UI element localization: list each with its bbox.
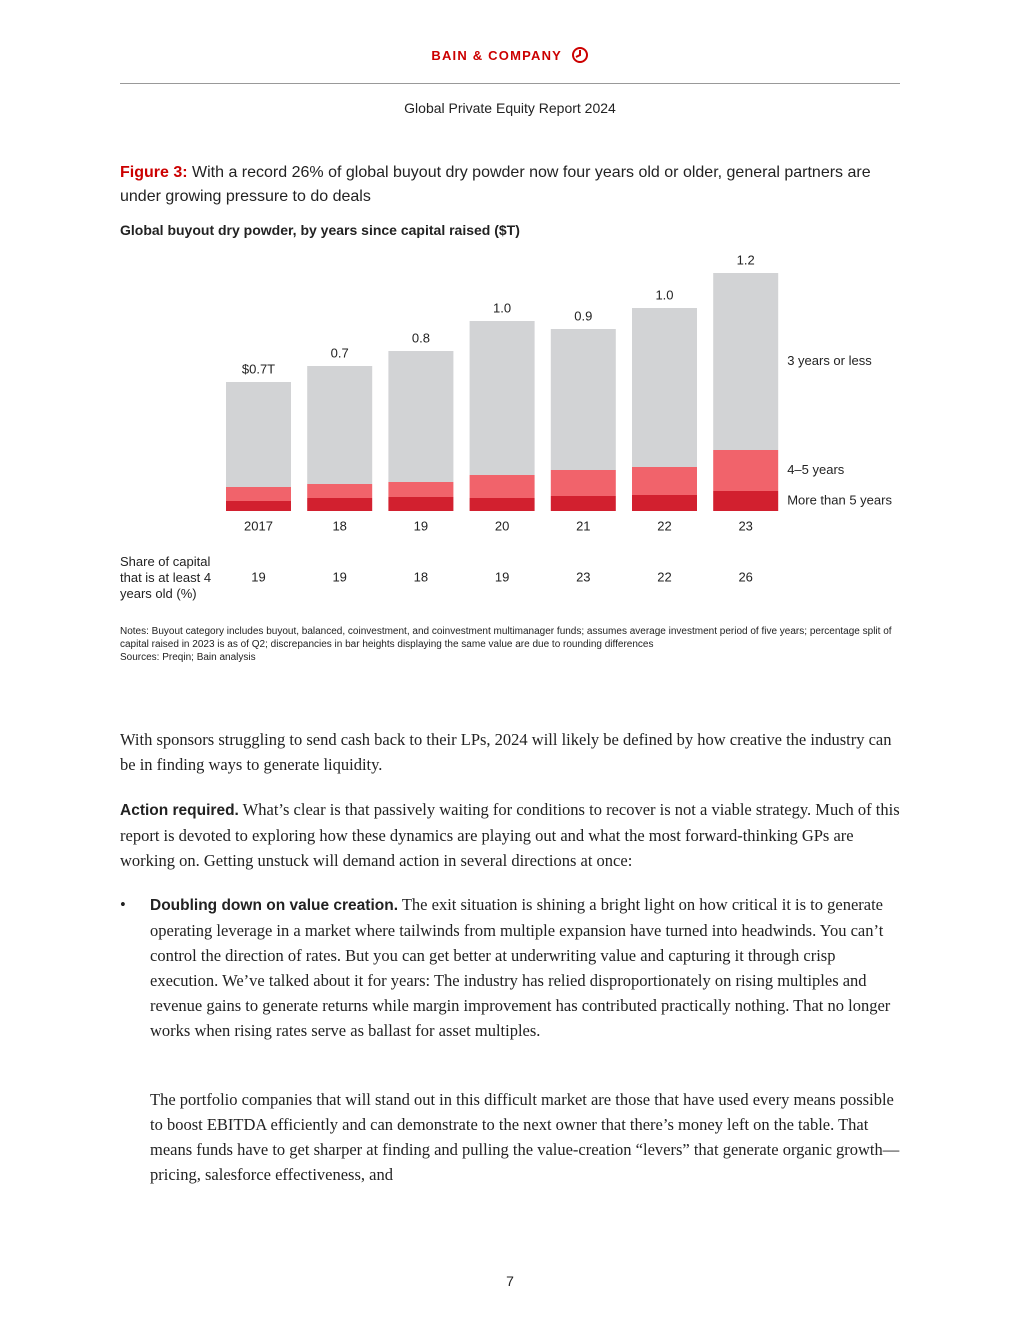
report-title: Global Private Equity Report 2024 (404, 100, 616, 116)
bullet-text: Doubling down on value creation. The exi… (150, 892, 905, 1043)
share-value: 18 (414, 569, 428, 584)
total-label: $0.7T (242, 361, 275, 376)
x-tick-label: 22 (657, 518, 671, 533)
header-rule (120, 83, 900, 84)
bar-segment (469, 498, 535, 511)
bar-segment (307, 484, 373, 498)
bar-segment (226, 501, 291, 511)
total-label: 1.0 (655, 287, 673, 302)
bar-segment (550, 496, 616, 511)
share-value: 26 (738, 569, 752, 584)
notes: Notes: Buyout category includes buyout, … (120, 625, 905, 664)
legend-label: 4–5 years (787, 462, 845, 477)
x-tick-label: 21 (576, 518, 590, 533)
share-value: 19 (251, 569, 265, 584)
notes-text: Notes: Buyout category includes buyout, … (120, 626, 892, 650)
total-label: 1.0 (493, 300, 511, 315)
brand-icon (571, 47, 588, 63)
legend-label: 3 years or less (787, 353, 872, 368)
bar-segment (307, 498, 373, 511)
x-tick-label: 20 (495, 518, 509, 533)
share-value: 19 (332, 569, 346, 584)
brand: BAIN & COMPANY (0, 46, 1020, 64)
total-label: 0.9 (574, 308, 592, 323)
paragraph: The portfolio companies that will stand … (150, 1090, 900, 1184)
x-tick-label: 18 (332, 518, 346, 533)
brand-text: BAIN & COMPANY (431, 48, 562, 63)
share-value: 19 (495, 569, 509, 584)
legend-label: More than 5 years (787, 492, 892, 507)
sources-text: Sources: Preqin; Bain analysis (120, 652, 256, 663)
x-tick-label: 23 (738, 518, 752, 533)
text: The exit situation is shining a bright l… (150, 895, 891, 1040)
bar-segment (632, 467, 697, 495)
share-label: Share of capital that is at least 4 year… (120, 554, 212, 601)
bar-segment (632, 495, 697, 511)
bar-segment (226, 382, 291, 487)
text: What’s clear is that passively waiting f… (120, 800, 900, 870)
paragraph: Action required. What’s clear is that pa… (120, 797, 905, 873)
lead: Action required. (120, 802, 239, 819)
figure-label: Figure 3: (120, 164, 188, 181)
figure-caption: Figure 3: With a record 26% of global bu… (120, 161, 905, 209)
bar-segment (388, 497, 454, 511)
chart-title: Global buyout dry powder, by years since… (120, 222, 520, 238)
bullet: • (120, 895, 126, 914)
x-tick-label: 19 (414, 518, 428, 533)
paragraph: With sponsors struggling to send cash ba… (120, 730, 892, 774)
bar-segment (469, 475, 535, 498)
page-number: 7 (506, 1273, 514, 1289)
total-label: 0.8 (412, 330, 430, 345)
share-value: 22 (657, 569, 671, 584)
chart: $0.7T 2017 19 0.7 18 19 0.8 19 18 1.0 20 19 0.9 21 23 1… (226, 252, 892, 584)
bar-segment (388, 351, 454, 482)
share-value: 23 (576, 569, 590, 584)
figure-text: With a record 26% of global buyout dry p… (120, 164, 871, 205)
bar-segment (550, 329, 616, 470)
bar-segment (388, 482, 454, 497)
bar-segment (713, 491, 779, 511)
bar-segment (713, 273, 779, 450)
total-label: 0.7 (331, 345, 349, 360)
bar-segment (226, 487, 291, 501)
bar-segment (713, 450, 779, 491)
bar-segment (307, 366, 373, 484)
lead: Doubling down on value creation. (150, 897, 399, 914)
total-label: 1.2 (737, 252, 755, 267)
bar-segment (550, 470, 616, 496)
bar-segment (469, 321, 535, 475)
bar-segment (632, 308, 697, 467)
x-tick-label: 2017 (244, 518, 273, 533)
